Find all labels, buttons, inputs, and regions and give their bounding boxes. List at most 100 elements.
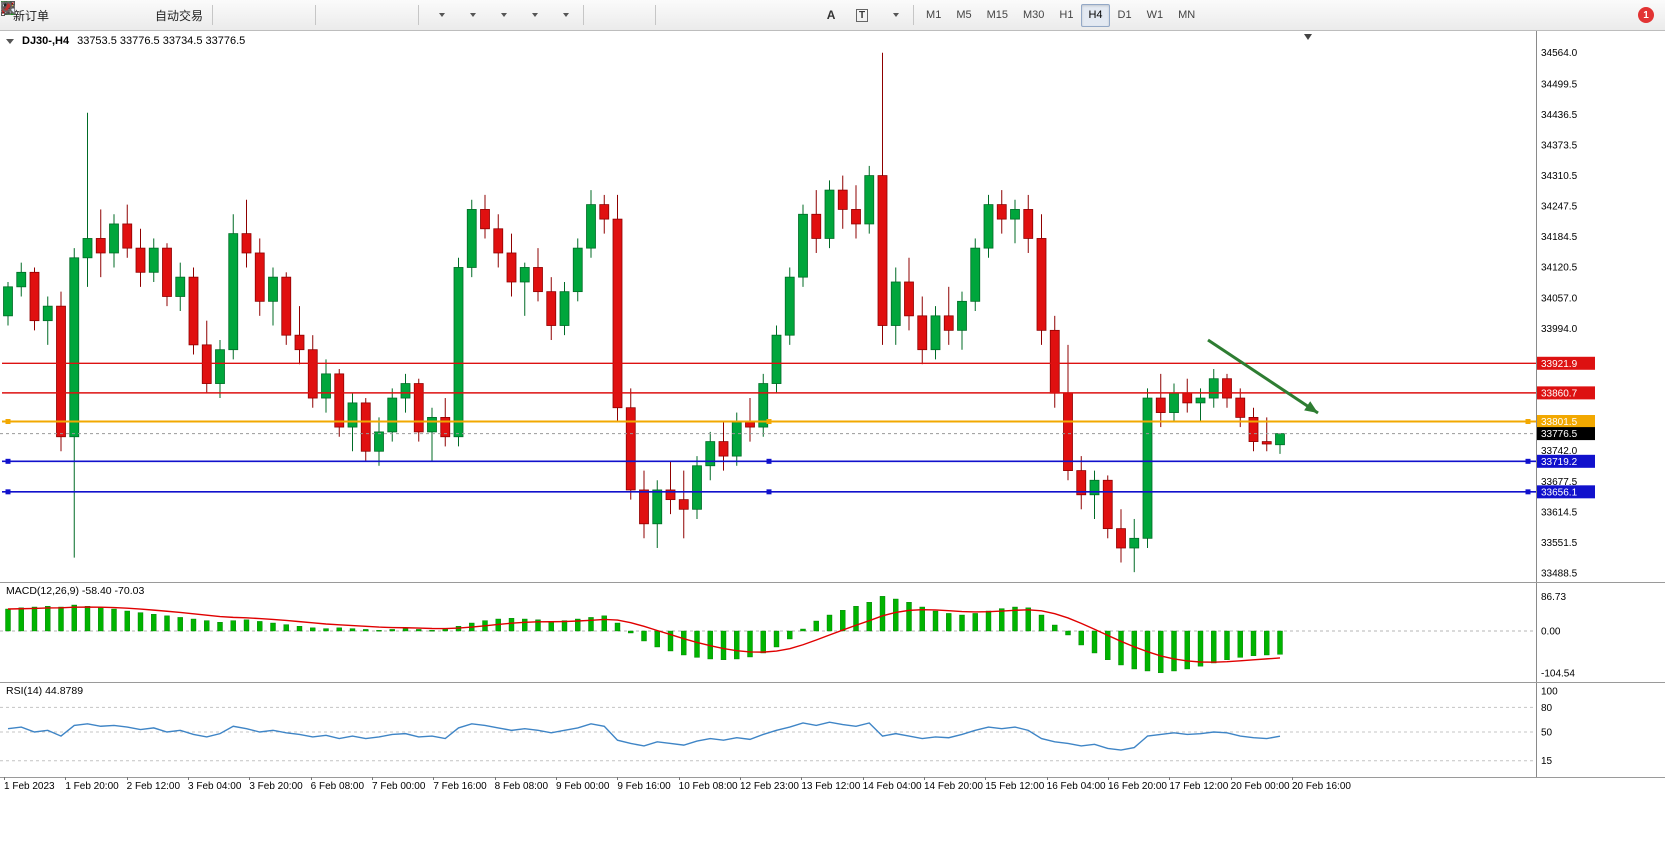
macd-histogram-bar [5, 608, 11, 632]
candle-bear [122, 223, 133, 249]
macd-histogram-bar [1277, 630, 1283, 655]
periods-button[interactable] [1, 1, 547, 28]
arrow-annotation[interactable] [1207, 338, 1319, 415]
macd-histogram-bar [336, 627, 342, 632]
macd-chart[interactable]: 86.73 0.00 -104.54 [0, 583, 1665, 682]
main-chart-panel[interactable]: DJ30-,H4 33753.5 33776.5 33734.5 33776.5… [0, 31, 1665, 582]
macd-histogram-bar [919, 606, 925, 632]
timeframe-m15[interactable]: M15 [986, 9, 1008, 21]
auto-trading-button[interactable]: 自动交易 [2, 1, 207, 28]
candle-bull [572, 247, 583, 293]
tile-windows-button[interactable] [1, 1, 413, 28]
zoom-in-button[interactable] [1, 1, 351, 28]
zoom-out-button[interactable] [1, 1, 382, 28]
line-chart-button[interactable] [1, 2, 310, 28]
macd-histogram-bar [137, 612, 144, 632]
candle-bull [771, 334, 782, 384]
timeframe-m5[interactable]: M5 [956, 9, 972, 21]
candle-bull [586, 204, 596, 249]
line-handle[interactable] [1525, 489, 1531, 495]
arrow-annotation-head[interactable] [1304, 401, 1318, 413]
indicators-button[interactable] [1, 2, 516, 28]
macd-histogram-bar [694, 630, 700, 658]
search-button[interactable] [1, 1, 1637, 28]
macd-axis-label: -104.54 [1541, 668, 1575, 679]
cursor-button[interactable] [4, 1, 619, 28]
price-axis-label: 33614.5 [1541, 507, 1578, 518]
fibonacci-button[interactable] [1, 2, 815, 28]
navigator-button[interactable] [1, 1, 146, 28]
line-handle[interactable] [5, 489, 11, 495]
vertical-line-button[interactable] [6, 1, 691, 28]
candle-bull [453, 267, 464, 438]
rsi-axis-label: 50 [1541, 728, 1553, 739]
candlestick-chart-button[interactable] [3, 2, 279, 28]
market-watch-button[interactable] [1, 2, 84, 28]
line-handle[interactable] [1525, 419, 1531, 425]
candle-bear [1036, 238, 1047, 331]
line-handle[interactable] [5, 458, 11, 464]
macd-histogram-bar [760, 630, 766, 654]
macd-histogram-bar [561, 620, 568, 632]
price-badge-label: 33656.1 [1541, 487, 1578, 498]
price-axis-label: 34247.5 [1541, 201, 1578, 212]
chart-menu-icon[interactable] [6, 38, 14, 44]
line-handle[interactable] [1525, 458, 1531, 464]
macd-histogram-bar [1012, 606, 1018, 632]
line-handle[interactable] [766, 489, 772, 495]
macd-histogram-bar [588, 617, 594, 632]
price-badge [1537, 427, 1595, 441]
horizontal-line-button[interactable] [1, 2, 722, 28]
candle-bull [1275, 433, 1285, 446]
notification-badge[interactable]: 1 [1638, 7, 1654, 23]
timeframe-mn[interactable]: MN [1178, 9, 1196, 21]
bar-chart-button[interactable] [2, 2, 248, 28]
rsi-panel[interactable]: RSI(14) 44.8789 100 80 50 15 [0, 682, 1665, 777]
macd-histogram-bar [111, 608, 117, 632]
arrows-button[interactable] [2, 2, 908, 28]
candle-bull [559, 291, 570, 326]
data-window-button[interactable] [1, 2, 115, 28]
timeframe-m30[interactable]: M30 [1023, 9, 1045, 21]
timeframe-h4[interactable]: H4 [1081, 3, 1110, 27]
window-bottom-area [0, 797, 1665, 846]
candle-bull [1208, 378, 1219, 399]
macd-histogram-bar [601, 615, 607, 632]
time-axis-label: 13 Feb 12:00 [801, 777, 861, 792]
rsi-line [7, 721, 1281, 751]
time-axis-label: 14 Feb 20:00 [924, 777, 983, 792]
time-axis-label: 3 Feb 04:00 [188, 777, 242, 792]
candle-bull [1129, 537, 1140, 549]
timeframe-d1[interactable]: D1 [1117, 9, 1132, 21]
line-handle[interactable] [5, 419, 11, 425]
macd-histogram-bar [1118, 630, 1124, 666]
candle-bull [466, 209, 477, 268]
macd-histogram-bar [1197, 630, 1204, 667]
toolbar-separator [418, 5, 420, 25]
candle-bear [281, 276, 292, 336]
profiles-button[interactable] [1, 1, 485, 28]
templates-button[interactable] [1, 2, 578, 28]
candle-bear [1102, 479, 1113, 530]
time-axis-label: 2 Feb 12:00 [126, 777, 181, 792]
time-axis[interactable]: 1 Feb 2023 1 Feb 20:00 2 Feb 12:00 3 Feb 04… [0, 777, 1665, 797]
timeframe-h1[interactable]: H1 [1059, 9, 1074, 21]
line-handle[interactable] [766, 458, 772, 464]
chart-shift-marker[interactable] [1304, 34, 1312, 40]
candle-bear [135, 247, 146, 273]
rsi-chart[interactable]: 100 80 50 15 [0, 683, 1665, 777]
macd-histogram-bar [522, 618, 528, 632]
new-chart-button[interactable] [1, 2, 454, 28]
candlestick-chart[interactable]: 34564.0 34499.5 34436.5 34373.5 34310.5 34247… [0, 31, 1665, 582]
text-label-button[interactable]: T [847, 2, 877, 28]
timeframe-w1[interactable]: W1 [1146, 9, 1164, 21]
timeframe-m1[interactable]: M1 [926, 9, 942, 21]
channel-button[interactable] [1, 1, 784, 28]
rsi-axis-label: 100 [1541, 687, 1558, 698]
text-button[interactable]: A [816, 2, 846, 28]
candle-bull [3, 286, 13, 317]
macd-panel[interactable]: MACD(12,26,9) -58.40 -70.03 86.73 0.00 -10… [0, 582, 1665, 682]
line-handle[interactable] [766, 419, 772, 425]
trendline-button[interactable] [1, 1, 753, 28]
crosshair-button[interactable] [1, 1, 650, 28]
